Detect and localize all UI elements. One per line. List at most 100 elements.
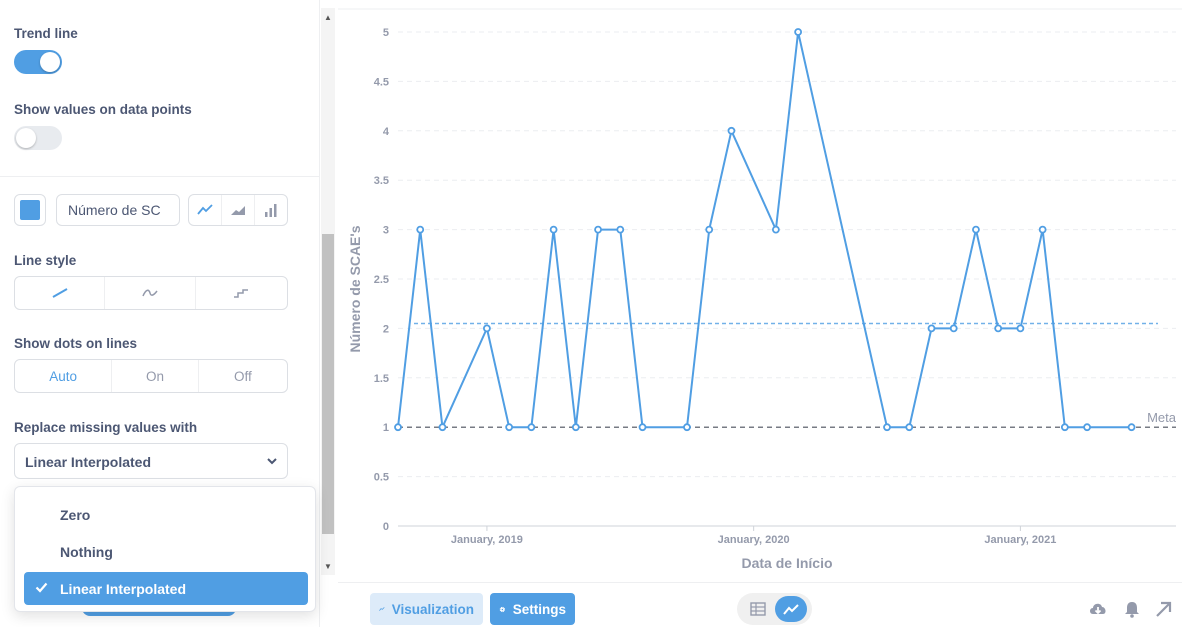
y-tick-label: 0.5 — [374, 472, 389, 484]
y-tick-label: 4.5 — [374, 76, 389, 88]
y-tick-label: 3.5 — [374, 175, 389, 187]
series-display-selector — [188, 194, 288, 226]
data-point — [994, 324, 1003, 333]
grid-lines — [398, 31, 1176, 527]
data-point — [1038, 225, 1047, 234]
data-point — [927, 324, 936, 333]
data-point — [438, 423, 447, 432]
settings-button[interactable]: Settings — [490, 593, 575, 625]
y-tick-label: 1 — [383, 422, 389, 434]
x-tick-label: January, 2019 — [451, 534, 523, 546]
line-chart: 0 0.5 1 1.5 2 2.5 3 3.5 4 4.5 5 January, 2019 Janua… — [338, 0, 1182, 582]
data-point — [571, 423, 580, 432]
show-values-toggle[interactable] — [14, 126, 62, 150]
scrollbar-thumb[interactable] — [322, 234, 334, 534]
x-axis-title: Data de Início — [741, 555, 832, 571]
section-divider — [0, 176, 320, 177]
color-swatch — [20, 200, 40, 220]
data-point — [883, 423, 891, 432]
alert-button[interactable] — [1122, 599, 1142, 619]
display-bar-button[interactable] — [255, 195, 287, 225]
y-tick-label: 1.5 — [374, 373, 389, 385]
line-icon — [197, 204, 213, 215]
data-point — [1083, 423, 1091, 432]
missing-values-select[interactable]: Linear Interpolated — [14, 443, 288, 479]
done-button[interactable] — [82, 608, 236, 616]
display-line-button[interactable] — [189, 195, 222, 225]
chevron-down-icon — [267, 458, 277, 465]
show-values-label: Show values on data points — [14, 102, 192, 117]
series-name-input[interactable]: Número de SC — [56, 194, 180, 226]
data-point — [794, 28, 803, 36]
scroll-down-arrow[interactable]: ▼ — [324, 561, 332, 571]
footer-bar: Visualization Settings — [338, 582, 1182, 627]
trend-line-toggle[interactable] — [14, 50, 62, 74]
goal-label: Meta — [1147, 410, 1177, 425]
line-chart-icon — [783, 603, 799, 615]
cloud-download-icon — [1090, 603, 1106, 615]
y-axis-ticks: 0 0.5 1 1.5 2 2.5 3 3.5 4 4.5 5 — [374, 27, 390, 533]
scroll-up-arrow[interactable]: ▲ — [324, 12, 332, 22]
data-point — [616, 225, 625, 234]
data-point — [905, 423, 914, 432]
y-tick-label: 2.5 — [374, 274, 389, 286]
series-layer — [394, 28, 1136, 432]
data-point — [972, 225, 980, 234]
table-view-button[interactable] — [745, 599, 771, 619]
option-label: Nothing — [60, 544, 113, 560]
linear-icon — [52, 288, 68, 298]
toggle-knob — [40, 52, 60, 72]
show-dots-selector: Auto On Off — [14, 359, 288, 393]
data-point — [527, 423, 536, 432]
data-point — [1127, 423, 1136, 432]
option-label: Zero — [60, 507, 91, 523]
view-mode-toggle — [737, 593, 812, 625]
download-button[interactable] — [1088, 599, 1108, 619]
data-point — [638, 423, 647, 432]
step-icon — [234, 289, 249, 298]
x-tick-label: January, 2021 — [984, 534, 1056, 546]
trend-line-label: Trend line — [14, 26, 78, 41]
chart-view-button[interactable] — [775, 596, 807, 622]
display-area-button[interactable] — [222, 195, 255, 225]
data-point — [416, 225, 425, 234]
table-icon — [750, 602, 766, 616]
share-button[interactable] — [1154, 599, 1174, 619]
dots-off-option[interactable]: Off — [233, 368, 252, 384]
curved-icon — [142, 289, 158, 297]
data-point — [683, 423, 691, 432]
y-axis-title: Número de SCAE's — [347, 225, 363, 352]
data-point — [727, 126, 736, 135]
series-color-picker[interactable] — [14, 194, 46, 226]
data-point — [594, 225, 602, 234]
settings-sidebar: Trend line Show values on data points Nú… — [0, 0, 320, 627]
bell-icon — [1125, 601, 1139, 618]
data-point — [771, 225, 780, 234]
line-style-curved[interactable] — [105, 277, 196, 309]
line-style-selector — [14, 276, 288, 310]
option-nothing[interactable]: Nothing — [24, 535, 308, 568]
line-chart-icon — [379, 607, 385, 611]
data-point — [394, 423, 402, 432]
y-tick-label: 5 — [383, 27, 389, 39]
data-point — [705, 225, 714, 234]
option-linear-interpolated[interactable]: Linear Interpolated — [24, 572, 308, 605]
missing-values-selected: Linear Interpolated — [25, 454, 152, 470]
y-tick-label: 3 — [383, 225, 389, 237]
data-point — [949, 324, 958, 333]
line-style-linear[interactable] — [15, 277, 106, 309]
dots-on-option[interactable]: On — [112, 360, 199, 392]
data-point — [483, 324, 491, 333]
visualization-button[interactable]: Visualization — [370, 593, 483, 625]
missing-values-label: Replace missing values with — [14, 420, 198, 435]
check-icon — [35, 582, 48, 593]
line-style-label: Line style — [14, 253, 77, 268]
dots-auto-option[interactable]: Auto — [15, 360, 113, 392]
line-style-step[interactable] — [196, 277, 287, 309]
show-dots-label: Show dots on lines — [14, 336, 138, 351]
x-tick-label: January, 2020 — [718, 534, 790, 546]
option-zero[interactable]: Zero — [24, 498, 308, 531]
y-tick-label: 0 — [383, 521, 389, 533]
option-label: Linear Interpolated — [60, 581, 187, 597]
visualization-label: Visualization — [391, 601, 474, 617]
